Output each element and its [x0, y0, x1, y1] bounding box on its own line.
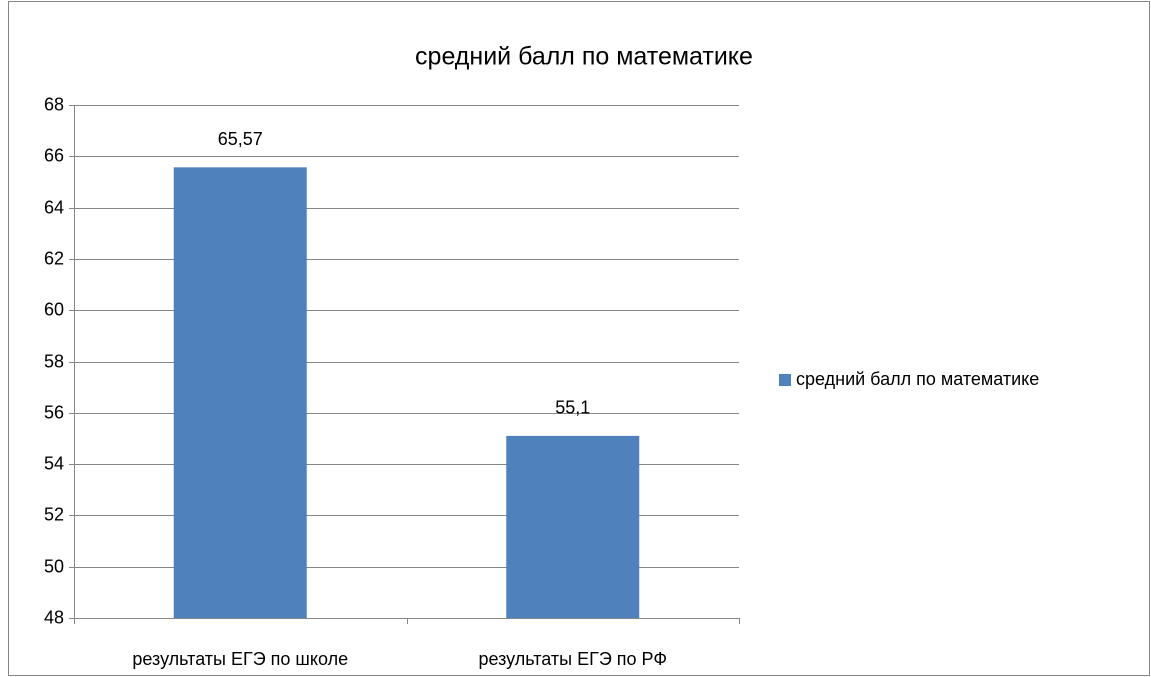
y-tick-label: 66 [44, 145, 64, 165]
y-tick-label: 48 [44, 607, 64, 627]
x-tick-label: результаты ЕГЭ по РФ [478, 649, 667, 669]
y-tick-label: 62 [44, 248, 64, 268]
chart-title: средний балл по математике [415, 43, 753, 71]
legend-swatch [779, 374, 791, 386]
bar [173, 167, 307, 618]
y-tick-label: 52 [44, 504, 64, 524]
data-label: 55,1 [555, 398, 590, 418]
y-tick-label: 58 [44, 351, 64, 371]
y-tick-label: 60 [44, 299, 64, 319]
y-tick-label: 50 [44, 556, 64, 576]
data-label: 65,57 [218, 129, 263, 149]
y-tick-label: 64 [44, 197, 64, 217]
bar [506, 435, 640, 618]
legend-label: средний балл по математике [796, 369, 1039, 389]
x-tick-label: результаты ЕГЭ по школе [132, 649, 348, 669]
y-tick-label: 56 [44, 402, 64, 422]
y-tick-label: 68 [44, 94, 64, 114]
y-tick-label: 54 [44, 453, 64, 473]
